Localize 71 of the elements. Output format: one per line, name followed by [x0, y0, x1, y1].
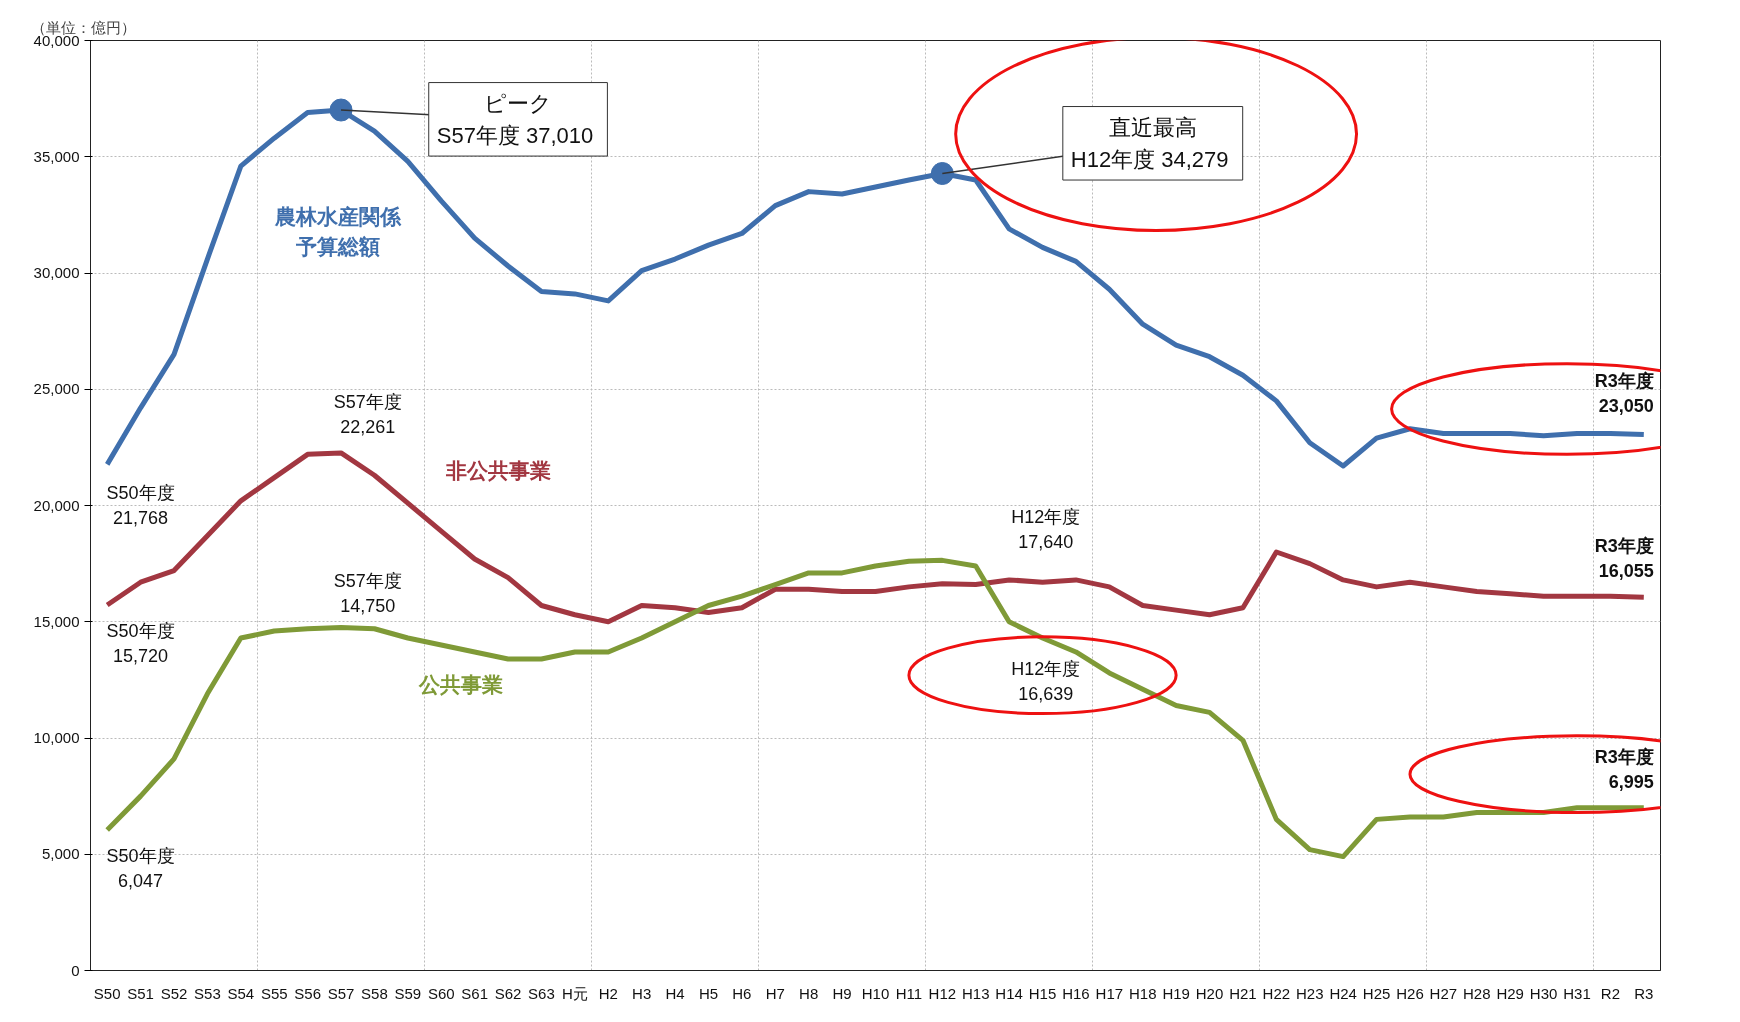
- x-tick-label: H13: [961, 984, 990, 1002]
- x-tick-label: S56: [294, 984, 321, 1002]
- series-label: 農林水産関係予算総額: [273, 204, 402, 259]
- annotation: S57年度 14,750: [333, 570, 402, 616]
- x-tick-label: H4: [665, 984, 685, 1002]
- x-tick-label: S58: [361, 984, 388, 1002]
- annotation: H12年度 17,640: [1011, 507, 1081, 552]
- x-tick-label: H29: [1496, 984, 1524, 1002]
- x-tick-label: H18: [1128, 984, 1157, 1002]
- x-tick-label: H元: [561, 984, 588, 1002]
- annotation: S50年度 21,768: [106, 482, 175, 528]
- x-tick-label: S55: [260, 984, 288, 1002]
- x-tick-label: H25: [1362, 984, 1391, 1002]
- annotation: 直近最高 H12年度 34,279: [1070, 114, 1229, 173]
- x-tick-label: S53: [194, 984, 221, 1002]
- x-tick-label: H11: [895, 984, 923, 1002]
- x-tick-label: H12: [928, 984, 957, 1002]
- x-tick-label: S52: [160, 984, 188, 1002]
- x-tick-label: H15: [1028, 984, 1057, 1002]
- x-tick-label: S57: [327, 984, 355, 1002]
- text: （単位：億円）: [30, 18, 136, 36]
- x-tick-label: H10: [861, 984, 890, 1002]
- x-tick-label: H14: [995, 984, 1023, 1002]
- x-tick-label: H22: [1262, 984, 1291, 1002]
- x-tick-label: S62: [494, 984, 522, 1002]
- x-tick-label: H2: [598, 984, 618, 1002]
- y-tick-label: 5,000: [41, 845, 80, 863]
- series-label: 非公共事業: [444, 459, 551, 483]
- y-tick-label: 35,000: [33, 147, 80, 165]
- x-tick-label: H7: [765, 984, 785, 1002]
- annotation: S50年度 6,047: [106, 846, 175, 892]
- x-tick-label: S54: [227, 984, 255, 1002]
- annotation: ピーク S57年度 37,010: [436, 90, 594, 149]
- x-tick-label: H31: [1563, 984, 1591, 1002]
- x-tick-label: R2: [1600, 984, 1620, 1002]
- x-tick-label: S59: [394, 984, 422, 1002]
- y-tick-label: 20,000: [33, 496, 80, 514]
- annotation: R3年度 16,055: [1594, 535, 1654, 581]
- x-tick-label: S51: [127, 984, 154, 1002]
- x-tick-label: S50: [93, 984, 121, 1002]
- x-tick-label: H17: [1095, 984, 1124, 1002]
- annotation: R3年度 23,050: [1594, 370, 1654, 416]
- x-tick-label: H21: [1229, 984, 1257, 1002]
- x-tick-label: H26: [1396, 984, 1424, 1002]
- y-tick-label: 25,000: [33, 380, 80, 398]
- x-tick-label: H9: [832, 984, 852, 1002]
- y-tick-label: 30,000: [33, 264, 80, 281]
- x-tick-label: S60: [427, 984, 455, 1002]
- x-tick-label: H28: [1463, 984, 1491, 1002]
- series-label: 公共事業: [418, 673, 504, 697]
- y-tick-label: 15,000: [33, 612, 80, 630]
- x-tick-label: S61: [461, 984, 489, 1002]
- x-tick-label: H30: [1529, 984, 1558, 1002]
- x-tick-label: H16: [1062, 984, 1090, 1002]
- x-tick-label: H19: [1162, 984, 1190, 1002]
- x-tick-label: H3: [632, 984, 652, 1002]
- x-tick-label: S63: [528, 984, 555, 1002]
- x-tick-label: H23: [1296, 984, 1324, 1002]
- annotation: S57年度 22,261: [333, 391, 402, 437]
- x-tick-label: H5: [698, 984, 719, 1002]
- annotation: R3年度 6,995: [1594, 746, 1654, 792]
- x-tick-label: H20: [1195, 984, 1224, 1002]
- annotation: H12年度 16,639: [1011, 658, 1081, 704]
- x-tick-label: H8: [799, 984, 819, 1002]
- y-tick-label: 10,000: [33, 729, 80, 746]
- x-tick-label: H27: [1429, 984, 1458, 1002]
- y-tick-label: 0: [71, 961, 80, 979]
- x-tick-label: H6: [732, 984, 752, 1002]
- x-tick-label: R3: [1634, 984, 1654, 1002]
- annotation: S50年度 15,720: [106, 621, 175, 667]
- x-tick-label: H24: [1329, 984, 1357, 1002]
